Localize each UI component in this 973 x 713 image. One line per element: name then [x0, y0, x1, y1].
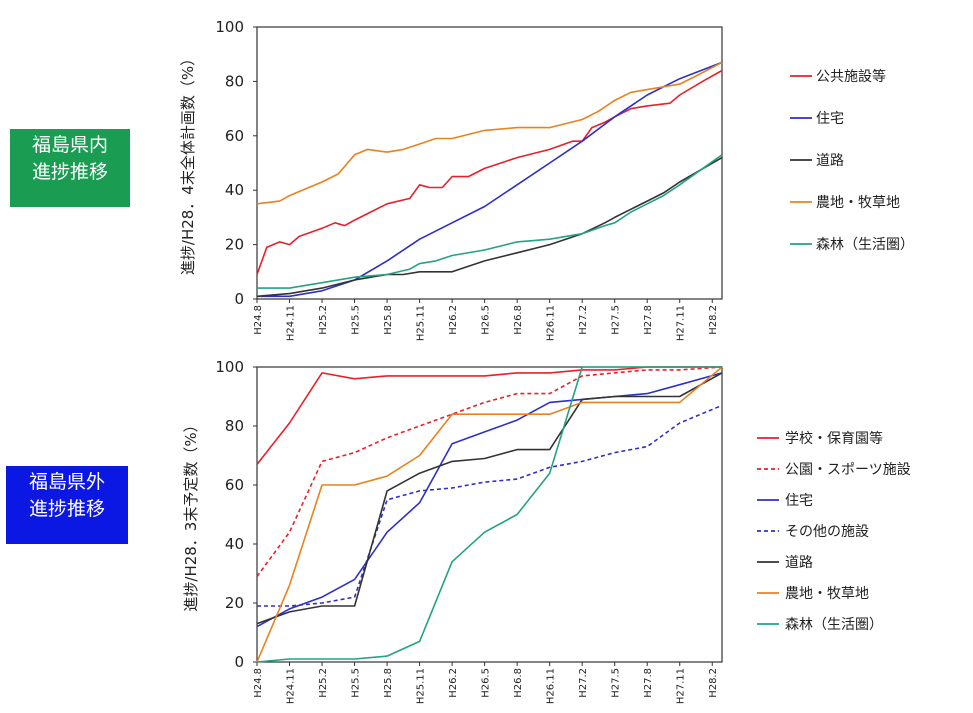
series-line-1 — [257, 61, 723, 298]
series-line-2 — [256, 372, 723, 628]
x-tick-label: H25.2 — [318, 668, 329, 698]
y-tick-label: 20 — [225, 236, 244, 254]
y-tick-label: 100 — [215, 18, 244, 36]
legend-label: 住宅 — [785, 493, 813, 509]
chart-panel-1: 0 20 40 60 80 100 H24.8 H24.11 H25.2 H25.5 H25.8 H2… — [182, 358, 911, 704]
legend-label: 道路 — [816, 153, 844, 169]
x-tick-label: H26.8 — [513, 668, 524, 698]
legend-label: 道路 — [785, 555, 813, 571]
x-tick-label: H26.8 — [513, 305, 524, 335]
x-tick-label: H27.11 — [676, 305, 687, 341]
x-tick-label: H24.8 — [253, 305, 264, 335]
y-tick-label: 40 — [225, 535, 244, 553]
x-tick-label: H27.2 — [578, 305, 589, 335]
x-tick-label: H27.5 — [611, 668, 622, 698]
legend-label: その他の施設 — [785, 524, 869, 540]
region-label-line: 進捗推移 — [28, 498, 105, 520]
legend-label: 農地・牧草地 — [816, 195, 900, 211]
legend-label: 農地・牧草地 — [785, 586, 869, 602]
y-tick-label: 40 — [225, 181, 244, 199]
region-label-outside: 福島県外 進捗推移 — [6, 466, 128, 544]
x-tick-label: H26.2 — [448, 668, 459, 698]
series-line-0 — [256, 69, 723, 275]
x-tick-label: H26.11 — [546, 305, 557, 341]
region-label-line: 福島県外 — [28, 471, 105, 493]
x-tick-label: H25.11 — [416, 668, 427, 704]
series-line-3 — [256, 61, 723, 205]
plot-frame — [256, 26, 723, 300]
x-tick-label: H26.5 — [481, 668, 492, 698]
series-line-4 — [256, 372, 723, 625]
x-tick-label: H28.2 — [708, 305, 719, 335]
x-tick-label: H25.5 — [351, 668, 362, 698]
x-tick-label: H27.5 — [611, 305, 622, 335]
x-tick-label: H27.2 — [578, 668, 589, 698]
x-tick-label: H24.11 — [286, 668, 297, 704]
legend-label: 公共施設等 — [816, 68, 886, 85]
y-tick-label: 80 — [225, 72, 244, 90]
chart-panel-0: 0 20 40 60 80 100 H24.8 H24.11 H25.2 H25.5 H25.8 H2… — [179, 18, 914, 341]
x-tick-label: H28.2 — [708, 668, 719, 698]
x-tick-label: H27.8 — [643, 305, 654, 335]
y-axis-title: 進捗/H28．4末全体計画数（%） — [179, 51, 197, 275]
legend-label: 森林（生活圏） — [816, 237, 914, 253]
y-axis-title: 進捗/H28．3末予定数（%） — [182, 417, 200, 611]
y-tick-label: 60 — [225, 127, 244, 145]
plot-frame — [256, 366, 723, 663]
x-tick-label: H25.11 — [416, 305, 427, 341]
series-line-6 — [256, 366, 722, 663]
y-tick-label: 0 — [234, 290, 244, 308]
series-line-4 — [257, 154, 723, 289]
x-tick-label: H24.11 — [286, 305, 297, 341]
series-line-3 — [257, 404, 723, 607]
x-tick-label: H27.8 — [643, 668, 654, 698]
series-line-1 — [256, 366, 723, 577]
x-tick-label: H25.5 — [351, 305, 362, 335]
y-tick-label: 60 — [225, 476, 244, 494]
y-tick-label: 20 — [225, 594, 244, 612]
x-tick-label: H25.8 — [383, 305, 394, 335]
series-line-5 — [256, 366, 723, 663]
x-tick-label: H26.5 — [481, 305, 492, 335]
series-line-0 — [256, 366, 722, 465]
legend-label: 公園・スポーツ施設 — [785, 462, 911, 478]
region-label-line: 進捗推移 — [31, 161, 108, 183]
region-label-line: 福島県内 — [31, 134, 108, 156]
legend-label: 学校・保育園等 — [785, 430, 883, 447]
y-tick-label: 80 — [225, 417, 244, 435]
y-tick-label: 100 — [215, 358, 244, 376]
y-tick-label: 0 — [234, 653, 244, 671]
x-tick-label: H27.11 — [676, 668, 687, 704]
legend-label: 住宅 — [816, 111, 844, 127]
region-label-inside: 福島県内 進捗推移 — [10, 129, 130, 207]
x-tick-label: H26.11 — [546, 668, 557, 704]
series-line-2 — [256, 156, 723, 298]
x-tick-label: H26.2 — [448, 305, 459, 335]
x-tick-label: H25.2 — [318, 305, 329, 335]
x-tick-label: H25.8 — [383, 668, 394, 698]
x-tick-label: H24.8 — [253, 668, 264, 698]
legend-label: 森林（生活圏） — [785, 617, 883, 633]
